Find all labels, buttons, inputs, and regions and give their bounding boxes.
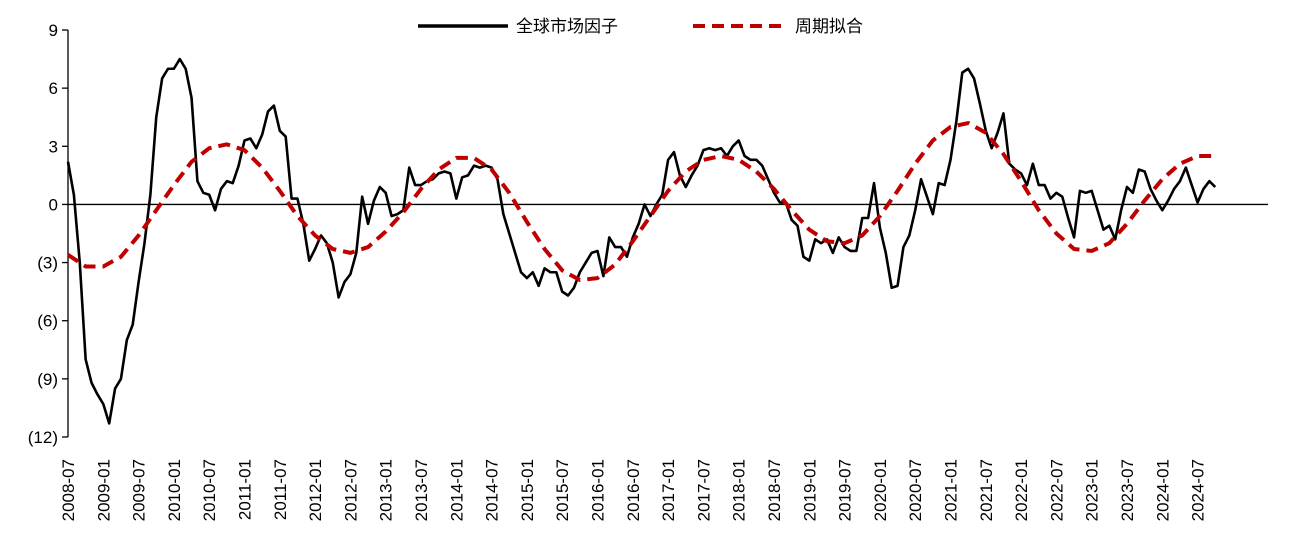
x-tick-label: 2011-01 xyxy=(236,459,255,520)
x-tick-label: 2022-01 xyxy=(1012,459,1031,521)
x-tick-label: 2016-01 xyxy=(589,459,608,521)
x-tick-label: 2013-01 xyxy=(377,459,396,521)
x-tick-label: 2017-01 xyxy=(659,459,678,521)
x-tick-label: 2011-07 xyxy=(271,459,290,520)
x-tick-label: 2021-07 xyxy=(977,459,996,521)
y-tick-label: (12) xyxy=(28,428,58,447)
y-tick-label: 9 xyxy=(49,21,58,40)
x-tick-label: 2010-07 xyxy=(200,459,219,521)
x-tick-label: 2012-07 xyxy=(341,459,360,521)
x-tick-label: 2018-07 xyxy=(765,459,784,521)
x-tick-label: 2010-01 xyxy=(165,459,184,521)
x-tick-label: 2013-07 xyxy=(412,459,431,521)
x-tick-label: 2015-01 xyxy=(518,459,537,521)
y-tick-label: 3 xyxy=(49,137,58,156)
x-tick-label: 2015-07 xyxy=(553,459,572,521)
legend: 全球市场因子 周期拟合 xyxy=(418,17,863,37)
x-tick-label: 2017-07 xyxy=(694,459,713,521)
x-tick-label: 2020-01 xyxy=(871,459,890,521)
x-tick-label: 2019-07 xyxy=(836,459,855,521)
legend-label-global-factor: 全球市场因子 xyxy=(516,17,618,37)
x-tick-label: 2012-01 xyxy=(306,459,325,521)
series-line-cycle-fit xyxy=(66,121,1216,283)
x-tick-label: 2024-07 xyxy=(1189,459,1208,521)
x-tick-label: 2023-01 xyxy=(1083,459,1102,521)
y-tick-label: (6) xyxy=(37,312,58,331)
legend-label-cycle-fit: 周期拟合 xyxy=(795,17,863,37)
y-tick-label: 6 xyxy=(49,79,58,98)
x-tick-label: 2014-07 xyxy=(483,459,502,521)
x-tick-label: 2019-01 xyxy=(800,459,819,521)
x-tick-label: 2024-01 xyxy=(1153,459,1172,521)
series-line-global-factor xyxy=(66,57,1217,425)
x-tick-label: 2014-01 xyxy=(447,459,466,521)
series-layer xyxy=(66,57,1217,425)
x-tick-label: 2022-07 xyxy=(1047,459,1066,521)
y-tick-label: (9) xyxy=(37,370,58,389)
x-tick-label: 2008-07 xyxy=(59,459,78,521)
x-tick-label: 2018-01 xyxy=(730,459,749,521)
x-tick-label: 2009-07 xyxy=(130,459,149,521)
axes: 9 6 3 0 (3) (6) (9) (12)2008-07 2009-01 2009-07 20… xyxy=(28,21,1268,521)
x-tick-label: 2021-01 xyxy=(942,459,961,521)
y-tick-label: (3) xyxy=(37,254,58,273)
x-tick-label: 2023-07 xyxy=(1118,459,1137,521)
x-tick-label: 2016-07 xyxy=(624,459,643,521)
x-tick-label: 2020-07 xyxy=(906,459,925,521)
y-tick-label: 0 xyxy=(49,195,58,214)
x-tick-label: 2009-01 xyxy=(94,459,113,521)
